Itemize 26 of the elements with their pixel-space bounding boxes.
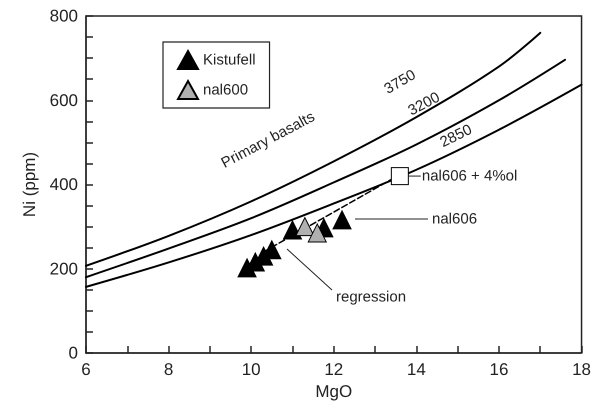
legend-label: nal600 <box>203 82 248 98</box>
point <box>332 210 352 230</box>
x-axis-title: MgO <box>315 382 352 401</box>
x-tick-label: 6 <box>81 360 91 379</box>
point <box>390 167 409 186</box>
y-tick-label: 600 <box>50 90 78 110</box>
legend-label: Kistufell <box>203 52 256 68</box>
y-tick-label: 800 <box>50 6 78 26</box>
x-tick-label: 14 <box>406 360 426 379</box>
annotation: nal606 <box>432 210 478 228</box>
y-tick-label: 200 <box>50 259 78 278</box>
annotation: regression <box>336 288 406 306</box>
y-tick-label: 0 <box>68 344 78 362</box>
annotation: nal606 + 4%ol <box>422 168 518 185</box>
point <box>308 223 327 242</box>
x-tick-label: 12 <box>324 360 344 379</box>
point <box>295 217 314 236</box>
line-series <box>85 32 542 267</box>
x-tick-label: 18 <box>572 360 592 379</box>
point <box>282 220 302 240</box>
y-axis-title: Ni (ppm) <box>20 152 39 218</box>
annotation: 2850 <box>437 121 475 151</box>
y-tick-label: 400 <box>50 175 78 194</box>
x-tick-label: 8 <box>164 360 174 379</box>
x-tick-label: 16 <box>489 360 508 379</box>
x-tick-label: 10 <box>242 360 261 379</box>
